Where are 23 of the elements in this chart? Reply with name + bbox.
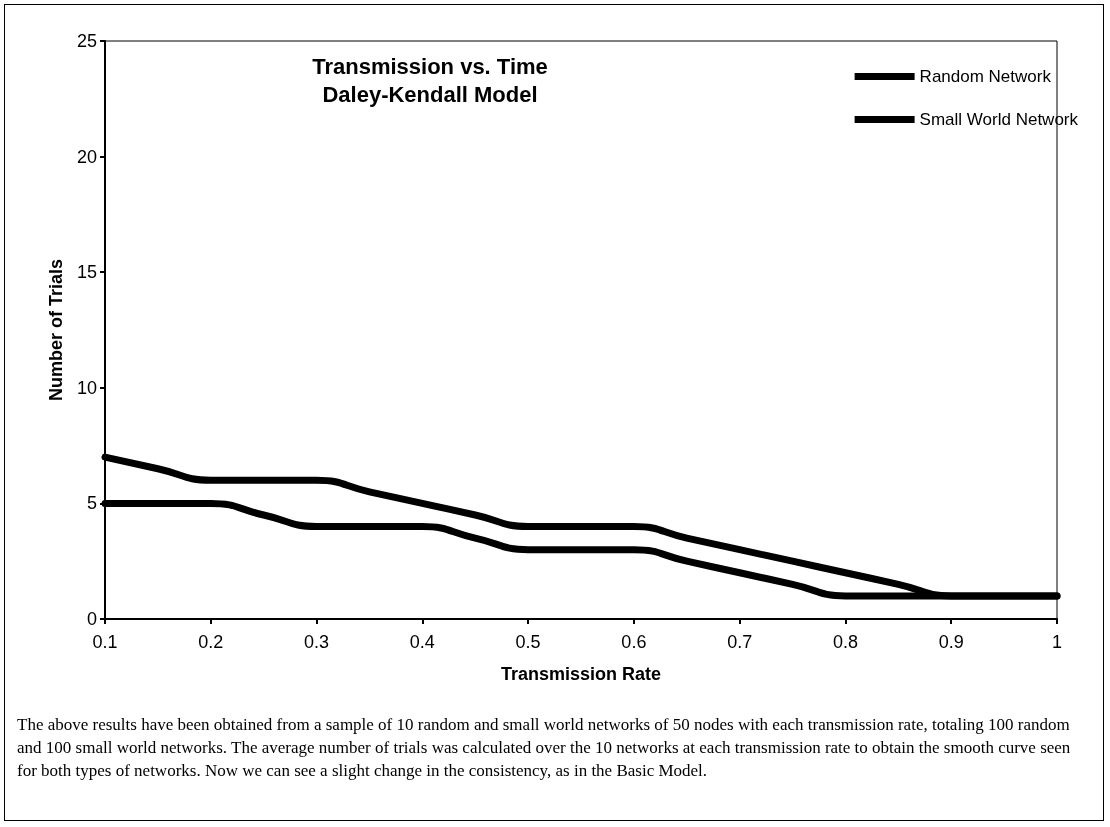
text: Daley-Kendall Model	[322, 81, 538, 107]
y-tick-label: 25	[76, 31, 97, 51]
x-tick-label: 0.6	[621, 632, 647, 652]
legend-label: Small World Network	[919, 110, 1079, 129]
x-tick-label: 1	[1051, 632, 1063, 652]
y-tick-label: 15	[76, 262, 97, 283]
x-tick-label: 0.9	[938, 632, 964, 652]
x-axis-title: Transmission Rate	[500, 664, 662, 684]
text: Transmission vs. Time	[312, 53, 548, 79]
text: The above results have been obtained from a sample of 10 random and small world networks of 50 nodes with each transmission rate, totaling 100 random and 100 small world networks. The average number of trials was calculated over the 10 networks at each transmission rate to obtain the smooth curve seen for both types of networks. Now we can see a slight change in the consistency, as in the Basic Model.	[17, 714, 1072, 782]
y-tick-label: 20	[76, 146, 97, 167]
y-tick-label: 10	[76, 377, 97, 398]
x-tick-label: 0.8	[832, 632, 858, 652]
y-axis-title: Number of Trials	[46, 258, 66, 402]
x-tick-label: 0.2	[198, 632, 224, 652]
x-tick-label: 0.5	[515, 632, 541, 652]
x-tick-label: 0.7	[727, 632, 753, 652]
y-tick-label: 5	[86, 493, 97, 514]
x-tick-label: 0.4	[409, 632, 435, 652]
legend-label: Random Network	[919, 67, 1052, 86]
y-tick-label: 0	[86, 609, 97, 629]
x-tick-label: 0.3	[304, 632, 330, 652]
x-tick-label: 0.1	[92, 632, 118, 652]
